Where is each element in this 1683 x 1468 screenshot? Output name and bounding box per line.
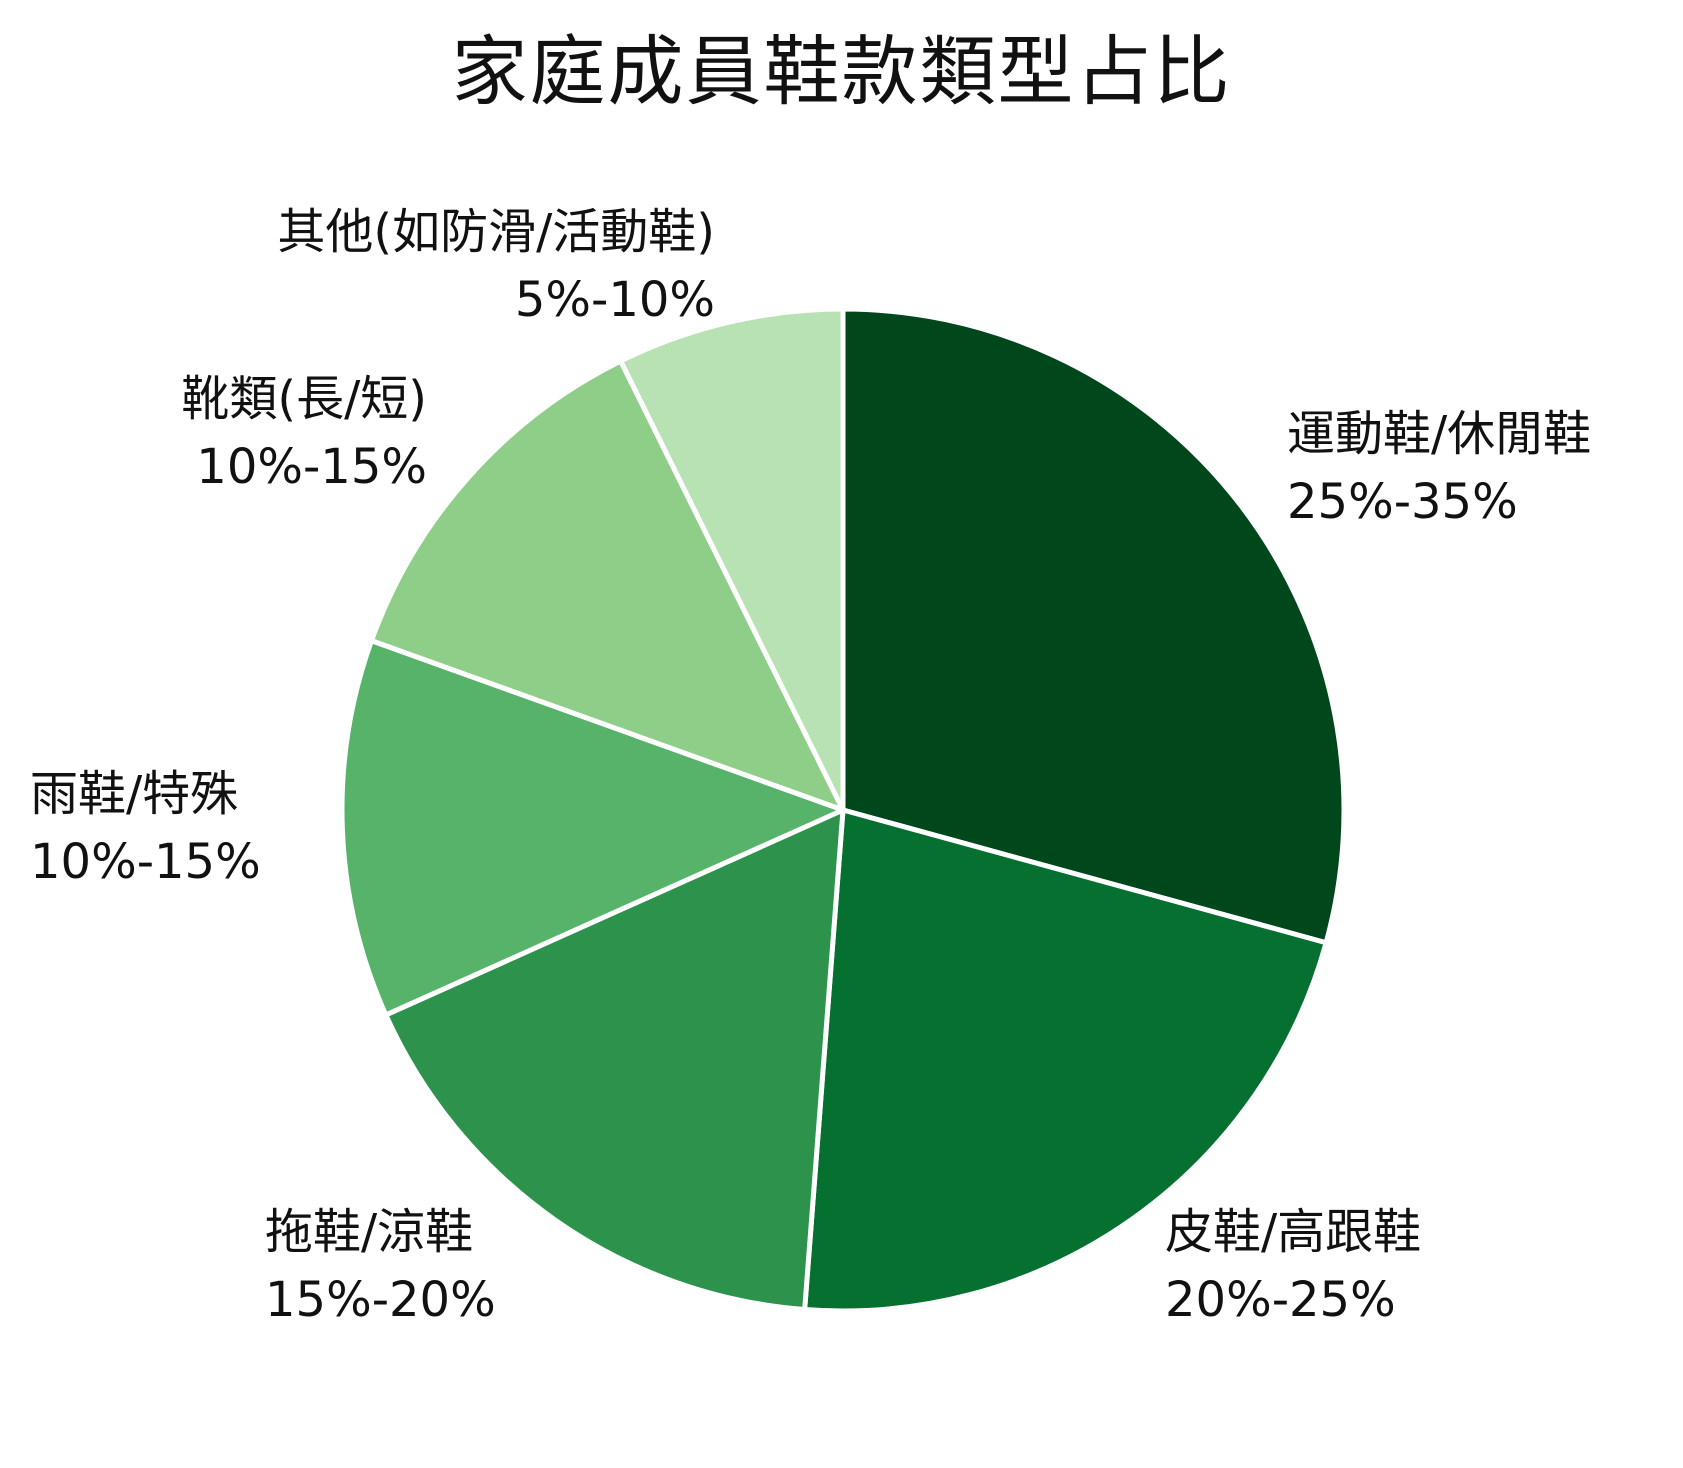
slice-dress-shoes <box>802 807 1329 1314</box>
slice-boots <box>368 358 846 813</box>
label-slippers-name: 拖鞋/涼鞋 <box>265 1204 474 1260</box>
label-other-name: 其他(如防滑/活動鞋) <box>277 204 715 260</box>
label-other-range: 5%-10% <box>514 272 715 328</box>
slice-other <box>618 306 846 813</box>
label-other: 其他(如防滑/活動鞋) 5%-10% <box>277 198 715 334</box>
label-slippers-range: 15%-20% <box>265 1272 496 1328</box>
slice-rain-boots <box>339 638 846 1018</box>
label-boots-range: 10%-15% <box>196 439 427 495</box>
label-slippers: 拖鞋/涼鞋 15%-20% <box>265 1198 496 1334</box>
label-dress-shoes-name: 皮鞋/高跟鞋 <box>1165 1204 1422 1260</box>
pie-slices <box>339 306 1347 1314</box>
slice-slippers <box>383 807 846 1313</box>
label-sneakers-range: 25%-35% <box>1287 474 1518 530</box>
chart-title: 家庭成員鞋款類型占比 <box>451 27 1232 116</box>
label-dress-shoes-range: 20%-25% <box>1165 1272 1396 1328</box>
label-dress-shoes: 皮鞋/高跟鞋 20%-25% <box>1165 1198 1421 1334</box>
slice-sneakers <box>840 306 1347 946</box>
label-boots-name: 靴類(長/短) <box>181 371 427 427</box>
label-rain-boots-range: 10%-15% <box>30 834 261 890</box>
label-sneakers: 運動鞋/休閒鞋 25%-35% <box>1287 400 1591 536</box>
label-sneakers-name: 運動鞋/休閒鞋 <box>1287 406 1592 462</box>
label-rain-boots-name: 雨鞋/特殊 <box>30 766 239 822</box>
label-rain-boots: 雨鞋/特殊 10%-15% <box>30 760 261 896</box>
label-boots: 靴類(長/短) 10%-15% <box>181 365 427 501</box>
